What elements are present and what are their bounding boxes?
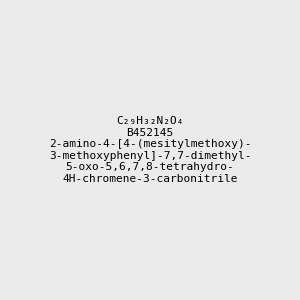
Text: C₂₉H₃₂N₂O₄
B452145
2-amino-4-[4-(mesitylmethoxy)-
3-methoxyphenyl]-7,7-dimethyl-: C₂₉H₃₂N₂O₄ B452145 2-amino-4-[4-(mesityl… bbox=[49, 116, 251, 184]
